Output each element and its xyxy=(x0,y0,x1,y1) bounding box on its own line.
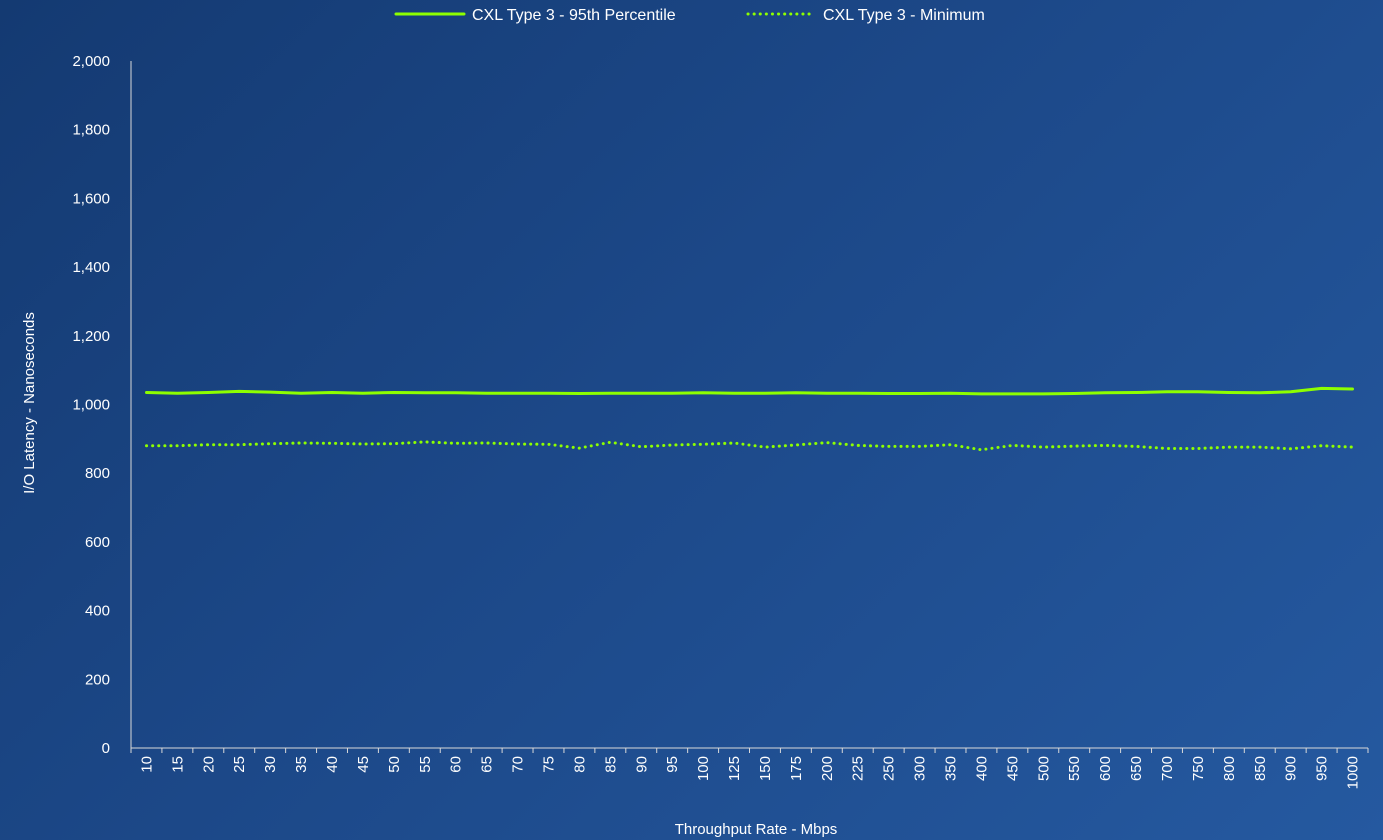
x-tick-label: 70 xyxy=(510,756,527,773)
legend-label: CXL Type 3 - Minimum xyxy=(823,7,985,24)
x-tick-label: 45 xyxy=(355,756,372,773)
x-tick-label: 550 xyxy=(1066,756,1083,781)
x-tick-label: 700 xyxy=(1159,756,1176,781)
x-tick-label: 125 xyxy=(726,756,743,781)
x-tick-label: 800 xyxy=(1221,756,1238,781)
x-tick-label: 650 xyxy=(1128,756,1145,781)
x-tick-label: 50 xyxy=(386,756,403,773)
x-tick-label: 500 xyxy=(1035,756,1052,781)
x-tick-label: 60 xyxy=(448,756,465,773)
x-tick-label: 600 xyxy=(1097,756,1114,781)
legend-label: CXL Type 3 - 95th Percentile xyxy=(472,7,676,24)
y-tick-label: 1,200 xyxy=(72,328,110,345)
x-tick-label: 150 xyxy=(757,756,774,781)
x-tick-label: 65 xyxy=(479,756,496,773)
y-tick-label: 400 xyxy=(85,603,110,620)
x-tick-label: 100 xyxy=(695,756,712,781)
x-tick-label: 85 xyxy=(602,756,619,773)
x-tick-label: 30 xyxy=(262,756,279,773)
x-tick-label: 90 xyxy=(633,756,650,773)
x-tick-label: 1000 xyxy=(1345,756,1362,789)
x-tick-label: 55 xyxy=(417,756,434,773)
x-tick-label: 35 xyxy=(293,756,310,773)
x-tick-label: 300 xyxy=(912,756,929,781)
legend-item: CXL Type 3 - 95th Percentile xyxy=(394,7,676,24)
y-tick-label: 1,800 xyxy=(72,122,110,139)
x-tick-label: 750 xyxy=(1190,756,1207,781)
y-axis-title: I/O Latency - Nanoseconds xyxy=(21,312,38,494)
x-tick-label: 850 xyxy=(1252,756,1269,781)
series-layer xyxy=(145,386,1354,452)
x-axis: 10 15 20 25 30 35 40 45 50 55 60 65 70 75 80 85 90 95 100 1… xyxy=(130,747,1369,789)
y-tick-label: 0 xyxy=(102,740,110,757)
y-tick-label: 600 xyxy=(85,534,110,551)
y-tick-label: 800 xyxy=(85,465,110,482)
y-tick-label: 1,400 xyxy=(72,259,110,276)
x-tick-label: 350 xyxy=(943,756,960,781)
x-tick-label: 20 xyxy=(200,756,217,773)
x-tick-label: 950 xyxy=(1314,756,1331,781)
y-tick-label: 1,000 xyxy=(72,397,110,414)
legend: CXL Type 3 - 95th Percentile CXL Type 3 -… xyxy=(394,7,985,24)
y-tick-label: 200 xyxy=(85,671,110,688)
y-tick-label: 2,000 xyxy=(72,53,110,70)
x-tick-label: 400 xyxy=(973,756,990,781)
x-tick-label: 450 xyxy=(1004,756,1021,781)
x-tick-label: 900 xyxy=(1283,756,1300,781)
x-tick-label: 95 xyxy=(664,756,681,773)
y-axis: 0 200 400 600 800 1,000 1,200 1,400 1,600 1,800 2,… xyxy=(72,53,132,757)
y-tick-label: 1,600 xyxy=(72,190,110,207)
x-tick-label: 75 xyxy=(540,756,557,773)
x-tick-label: 175 xyxy=(788,756,805,781)
series-line-minimum xyxy=(145,440,1354,452)
legend-item: CXL Type 3 - Minimum xyxy=(746,7,985,24)
x-tick-label: 15 xyxy=(169,756,186,773)
x-tick-label: 80 xyxy=(571,756,588,773)
x-tick-label: 200 xyxy=(819,756,836,781)
x-axis-title: Throughput Rate - Mbps xyxy=(675,821,838,838)
series-line-95th-percentile xyxy=(145,386,1354,396)
x-tick-label: 25 xyxy=(231,756,248,773)
x-tick-label: 10 xyxy=(138,756,155,773)
x-tick-label: 40 xyxy=(324,756,341,773)
x-tick-label: 250 xyxy=(881,756,898,781)
x-tick-label: 225 xyxy=(850,756,867,781)
